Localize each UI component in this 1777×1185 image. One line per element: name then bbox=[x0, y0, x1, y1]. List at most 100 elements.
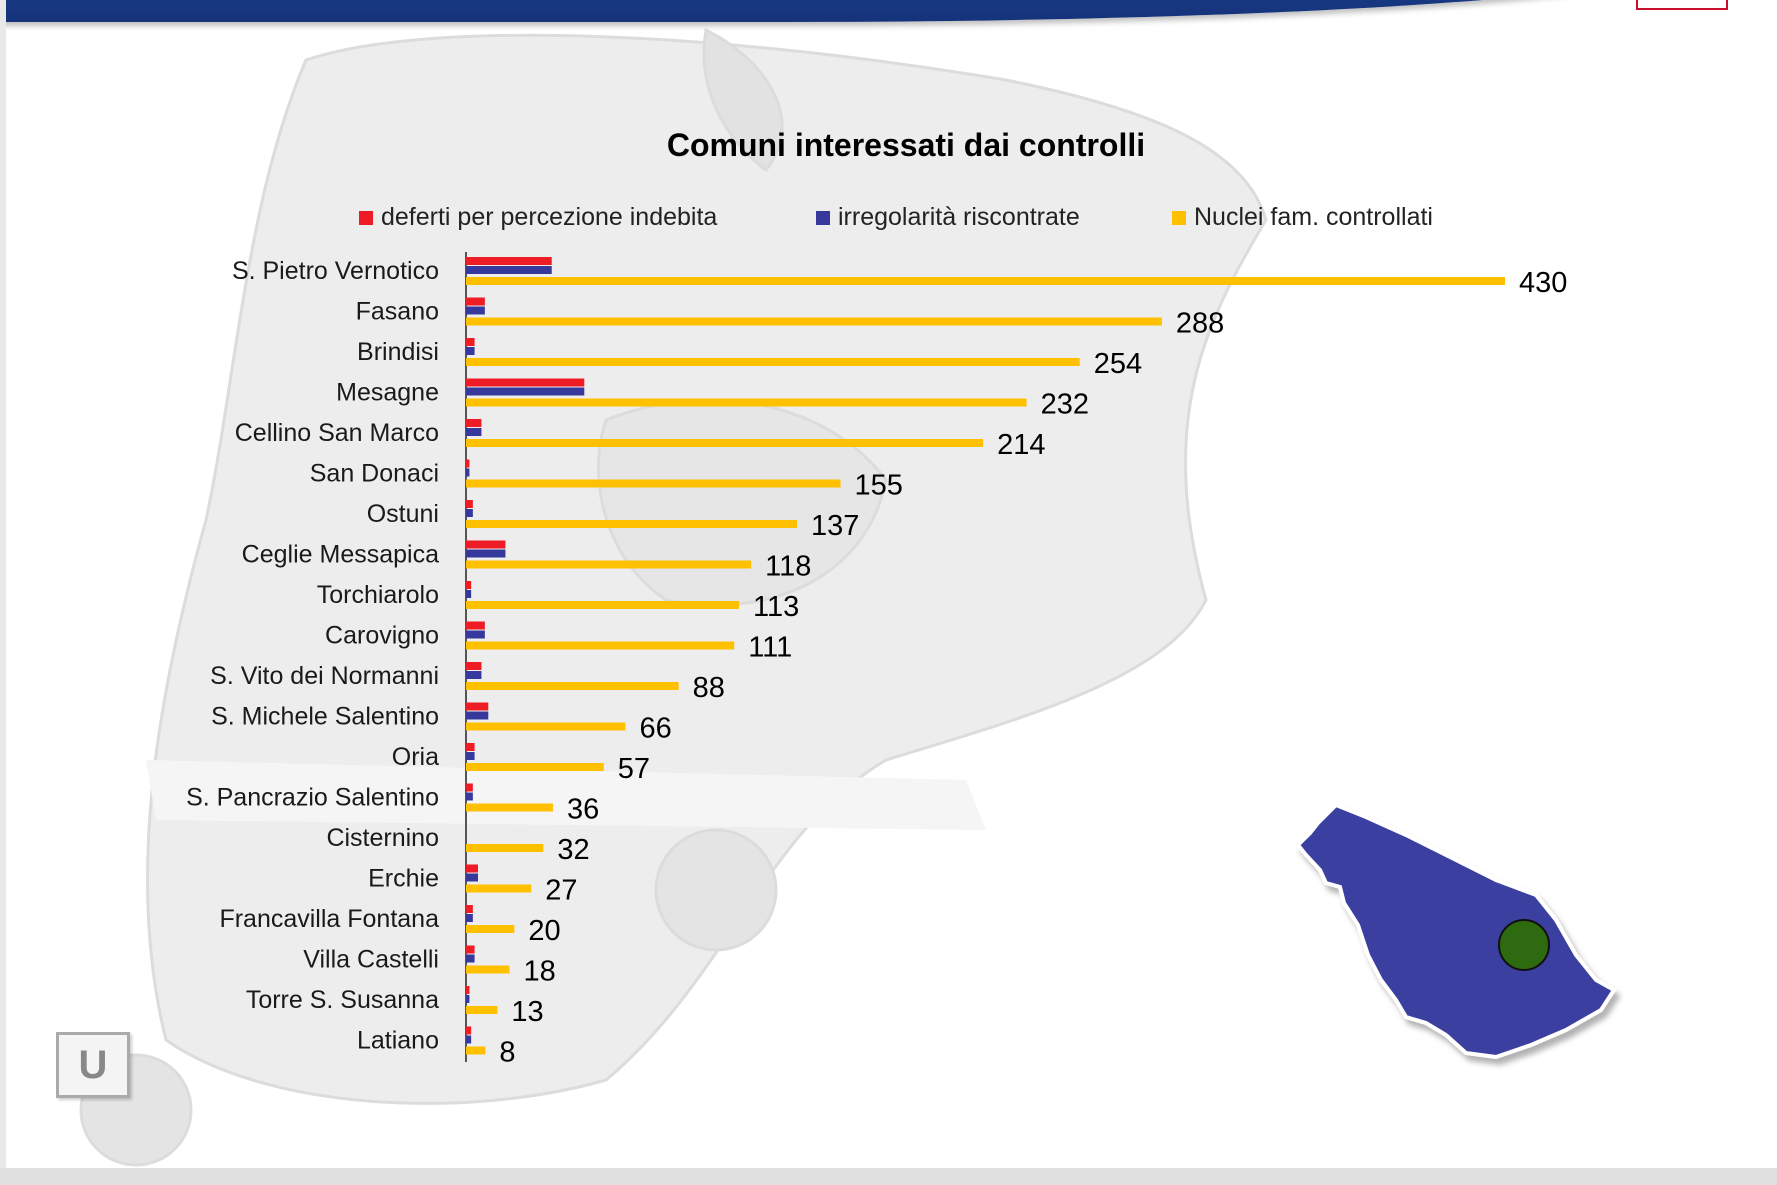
bar-deferti bbox=[466, 257, 552, 265]
bar-nuclei bbox=[466, 763, 604, 771]
bar-irregolarita bbox=[466, 549, 506, 558]
bar-nuclei bbox=[466, 277, 1505, 285]
category-label: Carovigno bbox=[325, 622, 439, 650]
bar-irregolarita bbox=[466, 347, 475, 355]
category-label: San Donaci bbox=[310, 460, 439, 488]
bar-irregolarita bbox=[466, 306, 485, 315]
category-label: Cellino San Marco bbox=[235, 419, 439, 447]
bar-deferti bbox=[466, 986, 470, 994]
data-label: 288 bbox=[1176, 308, 1224, 340]
bar-irregolarita bbox=[466, 1035, 472, 1044]
bar-irregolarita bbox=[466, 914, 473, 922]
category-label: Francavilla Fontana bbox=[219, 905, 439, 933]
bar-deferti bbox=[466, 864, 478, 873]
category-label: Brindisi bbox=[357, 338, 439, 366]
bar-nuclei bbox=[466, 641, 735, 650]
data-label: 36 bbox=[567, 794, 599, 826]
category-label: S. Pancrazio Salentino bbox=[186, 784, 439, 812]
bar-irregolarita bbox=[466, 509, 473, 517]
data-label: 8 bbox=[499, 1037, 515, 1069]
slide-canvas: Comuni interessati dai controlli deferti… bbox=[6, 0, 1777, 1168]
data-label: 214 bbox=[997, 429, 1045, 461]
bar-deferti bbox=[466, 540, 506, 549]
bar-deferti bbox=[466, 581, 472, 589]
bar-nuclei bbox=[466, 560, 752, 569]
data-label: 66 bbox=[639, 713, 671, 745]
bar-irregolarita bbox=[466, 428, 482, 436]
corner-logo: U bbox=[56, 1032, 130, 1098]
data-label: 111 bbox=[748, 632, 792, 664]
province-shape bbox=[1296, 802, 1617, 1060]
category-label: Oria bbox=[392, 743, 439, 771]
bottom-strip bbox=[0, 1168, 1777, 1185]
bar-irregolarita bbox=[466, 387, 585, 396]
bar-irregolarita bbox=[466, 266, 552, 274]
category-label: S. Pietro Vernotico bbox=[232, 257, 439, 285]
data-label: 20 bbox=[528, 915, 560, 947]
bar-nuclei bbox=[466, 925, 515, 933]
province-map bbox=[1296, 802, 1617, 1060]
category-label: Ceglie Messapica bbox=[242, 541, 439, 569]
background-watermark bbox=[79, 27, 1268, 1167]
category-label: Torchiarolo bbox=[317, 581, 439, 609]
bar-deferti bbox=[466, 662, 482, 670]
data-label: 155 bbox=[855, 470, 903, 502]
bar-deferti bbox=[466, 459, 470, 468]
bar-irregolarita bbox=[466, 468, 470, 477]
data-label: 254 bbox=[1094, 348, 1142, 380]
data-label: 118 bbox=[765, 551, 811, 583]
bar-deferti bbox=[466, 702, 489, 711]
chart-title: Comuni interessati dai controlli bbox=[666, 127, 1146, 163]
bar-nuclei bbox=[466, 803, 553, 812]
data-label: 113 bbox=[753, 591, 799, 623]
category-label: Ostuni bbox=[367, 500, 439, 528]
category-label: Torre S. Susanna bbox=[246, 986, 439, 1014]
category-label: Latiano bbox=[357, 1027, 439, 1055]
legend-label-irregolarita: irregolarità riscontrate bbox=[838, 203, 1080, 231]
legend-item-deferti: deferti per percezione indebita bbox=[359, 203, 717, 232]
legend-swatch-deferti bbox=[359, 210, 373, 225]
bar-irregolarita bbox=[466, 792, 473, 801]
category-label: Erchie bbox=[368, 865, 439, 893]
bar-deferti bbox=[466, 378, 585, 387]
bar-nuclei bbox=[466, 358, 1080, 366]
category-label: Mesagne bbox=[336, 379, 439, 407]
bar-nuclei bbox=[466, 439, 984, 447]
bar-deferti bbox=[466, 905, 473, 913]
bar-deferti bbox=[466, 1026, 472, 1035]
data-label: 57 bbox=[618, 753, 650, 785]
bar-nuclei bbox=[466, 398, 1027, 407]
legend-label-deferti: deferti per percezione indebita bbox=[381, 203, 718, 231]
bar-deferti bbox=[466, 500, 473, 508]
bar-nuclei bbox=[466, 601, 740, 609]
bar-nuclei bbox=[466, 682, 679, 690]
data-label: 18 bbox=[523, 956, 555, 988]
bar-nuclei bbox=[466, 317, 1162, 326]
data-label: 32 bbox=[557, 834, 589, 866]
bar-nuclei bbox=[466, 965, 510, 974]
bar-irregolarita bbox=[466, 711, 489, 720]
data-label: 430 bbox=[1519, 267, 1567, 299]
bar-nuclei bbox=[466, 1006, 498, 1014]
data-label: 13 bbox=[511, 996, 543, 1028]
location-marker bbox=[1498, 919, 1550, 971]
bar-irregolarita bbox=[466, 954, 475, 963]
bar-nuclei bbox=[466, 520, 798, 528]
legend-item-irregolarita: irregolarità riscontrate bbox=[816, 203, 1080, 232]
legend-swatch-irregolarita bbox=[816, 210, 830, 225]
bar-deferti bbox=[466, 621, 485, 630]
data-label: 27 bbox=[545, 875, 577, 907]
bar-nuclei bbox=[466, 1046, 486, 1055]
bar-deferti bbox=[466, 945, 475, 954]
legend-label-nuclei: Nuclei fam. controllati bbox=[1194, 203, 1433, 231]
category-label: S. Vito dei Normanni bbox=[210, 662, 439, 690]
category-label: Fasano bbox=[356, 298, 439, 326]
bar-irregolarita bbox=[466, 590, 472, 598]
bar-deferti bbox=[466, 338, 475, 346]
chart-legend: deferti per percezione indebita irregola… bbox=[6, 203, 1777, 235]
data-label: 88 bbox=[693, 672, 725, 704]
header-logo bbox=[1636, 0, 1728, 10]
bar-irregolarita bbox=[466, 995, 470, 1003]
data-label: 137 bbox=[811, 510, 859, 542]
bar-irregolarita bbox=[466, 630, 485, 639]
